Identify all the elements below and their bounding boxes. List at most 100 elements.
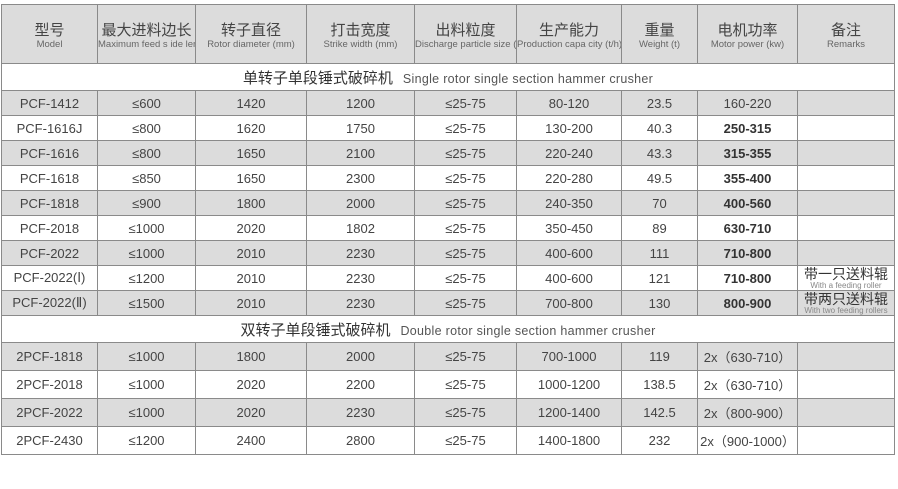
- table-cell: 2PCF-2018: [1, 370, 98, 399]
- section-title: 单转子单段锤式破碎机 Single rotor single section ha…: [1, 63, 895, 91]
- section-row: 双转子单段锤式破碎机 Double rotor single section ha…: [1, 315, 895, 343]
- table-cell: 138.5: [621, 370, 698, 399]
- table-cell: 130-200: [516, 115, 622, 141]
- table-cell: ≤25-75: [414, 342, 517, 371]
- table-cell: 2PCF-1818: [1, 342, 98, 371]
- header-zh: 最大进料边长: [101, 22, 192, 39]
- header-en: Rotor diameter (mm): [207, 39, 295, 50]
- table-cell: [797, 342, 895, 371]
- table-cell: [797, 426, 895, 455]
- table-cell: 2800: [306, 426, 415, 455]
- section-title-en: Single rotor single section hammer crush…: [402, 71, 654, 86]
- table-cell: 240-350: [516, 190, 622, 216]
- table-cell: 2x（800-900）: [697, 398, 798, 427]
- column-header: 电机功率 Motor power (kw): [697, 4, 798, 64]
- table-cell: 400-600: [516, 240, 622, 266]
- header-zh: 生产能力: [538, 22, 599, 39]
- header-zh: 电机功率: [717, 22, 778, 39]
- table-cell: 350-450: [516, 215, 622, 241]
- column-header: 转子直径 Rotor diameter (mm): [195, 4, 307, 64]
- table-cell: [797, 140, 895, 166]
- table-cell: 2PCF-2022: [1, 398, 98, 427]
- header-en: Maximum feed s ide length (mm): [98, 39, 195, 50]
- table-cell: ≤25-75: [414, 426, 517, 455]
- remark-en: With two feeding rollers: [804, 305, 888, 315]
- table-cell: ≤25-75: [414, 165, 517, 191]
- header-zh: 备注: [830, 22, 861, 39]
- table-cell: 70: [621, 190, 698, 216]
- table-cell: 630-710: [697, 215, 798, 241]
- remark-en: With a feeding roller: [810, 280, 882, 290]
- table-cell: 121: [621, 265, 698, 291]
- table-cell: [797, 90, 895, 116]
- table-cell: 23.5: [621, 90, 698, 116]
- table-row: PCF-2022(Ⅱ) ≤1500 2010 2230 ≤25-75 700-800 130…: [1, 290, 895, 316]
- table-row: PCF-1412 ≤600 1420 1200 ≤25-75 80-120 23.5 160-…: [1, 90, 895, 116]
- table-cell: [797, 190, 895, 216]
- table-cell: PCF-1412: [1, 90, 98, 116]
- table-cell: 710-800: [697, 265, 798, 291]
- table-cell: 2230: [306, 290, 415, 316]
- table-row: 2PCF-2430 ≤1200 2400 2800 ≤25-75 1400-1800 232…: [1, 426, 895, 455]
- header-en: Remarks: [826, 39, 865, 50]
- table-cell: 2100: [306, 140, 415, 166]
- table-row: PCF-2022(Ⅰ) ≤1200 2010 2230 ≤25-75 400-600 121…: [1, 265, 895, 291]
- column-header: 重量 Weight (t): [621, 4, 698, 64]
- table-cell: ≤25-75: [414, 115, 517, 141]
- table-cell: 111: [621, 240, 698, 266]
- remark-zh: 带两只送料辊: [804, 290, 888, 307]
- table-cell: 1200-1400: [516, 398, 622, 427]
- table-cell: ≤25-75: [414, 215, 517, 241]
- table-row: PCF-2022 ≤1000 2010 2230 ≤25-75 400-600 111 710…: [1, 240, 895, 266]
- section-title: 双转子单段锤式破碎机 Double rotor single section ha…: [1, 315, 895, 343]
- table-cell: [797, 370, 895, 399]
- header-zh: 打击宽度: [330, 22, 391, 39]
- section-title-en: Double rotor single section hammer crush…: [400, 323, 656, 338]
- header-en: Weight (t): [638, 39, 680, 50]
- table-row: PCF-1818 ≤900 1800 2000 ≤25-75 240-350 70 400-5…: [1, 190, 895, 216]
- table-cell: 带两只送料辊 With two feeding rollers: [797, 290, 895, 316]
- header-zh: 型号: [34, 22, 65, 39]
- table-cell: 2020: [195, 215, 307, 241]
- table-cell: 1800: [195, 342, 307, 371]
- table-cell: 1620: [195, 115, 307, 141]
- table-cell: 2230: [306, 398, 415, 427]
- column-header: 生产能力 Production capa city (t/h): [516, 4, 622, 64]
- table-cell: [797, 115, 895, 141]
- table-cell: 1750: [306, 115, 415, 141]
- table-cell: 400-560: [697, 190, 798, 216]
- header-en: Strike width (mm): [323, 39, 398, 50]
- table-cell: 220-280: [516, 165, 622, 191]
- table-row: PCF-2018 ≤1000 2020 1802 ≤25-75 350-450 89 630-…: [1, 215, 895, 241]
- table-cell: 1802: [306, 215, 415, 241]
- table-row: PCF-1616 ≤800 1650 2100 ≤25-75 220-240 43.3 315…: [1, 140, 895, 166]
- table-cell: 1400-1800: [516, 426, 622, 455]
- table-cell: 119: [621, 342, 698, 371]
- table-cell: 2230: [306, 240, 415, 266]
- table-cell: 2000: [306, 342, 415, 371]
- header-en: Model: [36, 39, 63, 50]
- table-cell: ≤1000: [97, 370, 196, 399]
- table-cell: 315-355: [697, 140, 798, 166]
- table-row: PCF-1616J ≤800 1620 1750 ≤25-75 130-200 40.3 25…: [1, 115, 895, 141]
- table-cell: 1800: [195, 190, 307, 216]
- table-cell: 2000: [306, 190, 415, 216]
- table-cell: PCF-2022(Ⅰ): [1, 265, 98, 291]
- remark-zh: 带一只送料辊: [804, 265, 888, 282]
- table-cell: PCF-2022: [1, 240, 98, 266]
- table-cell: 2400: [195, 426, 307, 455]
- table-cell: 80-120: [516, 90, 622, 116]
- table-cell: 700-1000: [516, 342, 622, 371]
- table-cell: ≤1000: [97, 398, 196, 427]
- table-cell: ≤1000: [97, 342, 196, 371]
- table-cell: PCF-1818: [1, 190, 98, 216]
- table-row: 2PCF-2022 ≤1000 2020 2230 ≤25-75 1200-1400 142…: [1, 398, 895, 427]
- table-cell: 220-240: [516, 140, 622, 166]
- table-cell: ≤1000: [97, 215, 196, 241]
- table-cell: 2010: [195, 265, 307, 291]
- table-cell: 2300: [306, 165, 415, 191]
- header-zh: 转子直径: [220, 22, 281, 39]
- table-cell: 130: [621, 290, 698, 316]
